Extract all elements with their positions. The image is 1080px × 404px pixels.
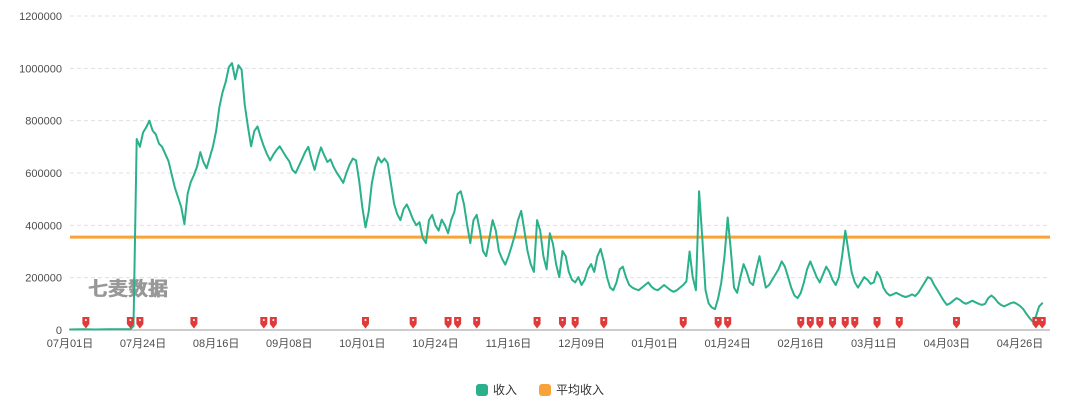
x-tick-label: 10月01日: [339, 338, 385, 350]
version-marker-dot-icon: [809, 319, 812, 321]
version-marker-dot-icon: [717, 319, 720, 321]
y-tick-label: 800000: [25, 116, 62, 128]
legend-swatch-average-income-icon: [539, 383, 551, 396]
x-tick-label: 02月16日: [778, 338, 824, 350]
version-marker-dot-icon: [799, 319, 802, 321]
version-marker-dot-icon: [475, 319, 478, 321]
version-marker-dot-icon: [898, 319, 901, 321]
version-marker-dot-icon: [682, 319, 685, 321]
version-marker-dot-icon: [1034, 319, 1037, 321]
version-marker-dot-icon: [262, 319, 265, 321]
version-marker-icon[interactable]: [269, 317, 277, 329]
income-series-line: [69, 62, 1044, 331]
version-marker-dot-icon: [272, 319, 275, 321]
version-marker-dot-icon: [84, 319, 87, 321]
version-marker-icon[interactable]: [873, 317, 881, 329]
version-marker-dot-icon: [412, 319, 415, 321]
x-tick-label: 12月09日: [558, 338, 604, 350]
version-marker-dot-icon: [192, 319, 195, 321]
version-marker-icon[interactable]: [1032, 317, 1040, 329]
version-marker-dot-icon: [456, 319, 459, 321]
version-marker-dot-icon: [853, 319, 856, 321]
version-marker-icon[interactable]: [533, 317, 541, 329]
x-tick-label: 07月24日: [120, 338, 166, 350]
version-marker-dot-icon: [138, 319, 141, 321]
legend-label-average-income: 平均收入: [556, 383, 605, 397]
version-marker-icon[interactable]: [558, 317, 566, 329]
version-marker-dot-icon: [561, 319, 564, 321]
y-tick-label: 400000: [25, 220, 62, 232]
version-marker-icon[interactable]: [444, 317, 452, 329]
version-marker-icon[interactable]: [851, 317, 859, 329]
y-tick-label: 0: [56, 325, 62, 337]
x-tick-label: 01月24日: [704, 338, 750, 350]
version-marker-icon[interactable]: [361, 317, 369, 329]
version-marker-dot-icon: [955, 319, 958, 321]
version-marker-dot-icon: [831, 319, 834, 321]
version-marker-icon[interactable]: [724, 317, 732, 329]
x-tick-label: 03月11日: [851, 338, 897, 350]
version-marker-dot-icon: [364, 319, 367, 321]
x-tick-label: 11月16日: [486, 338, 532, 350]
version-marker-icon[interactable]: [952, 317, 960, 329]
version-marker-dot-icon: [536, 319, 539, 321]
version-marker-icon[interactable]: [1038, 317, 1046, 329]
version-marker-dot-icon: [129, 319, 132, 321]
version-marker-icon[interactable]: [473, 317, 481, 329]
version-marker-dot-icon: [1041, 319, 1044, 321]
version-marker-icon[interactable]: [260, 317, 268, 329]
version-marker-dot-icon: [818, 319, 821, 321]
legend-swatch-income-icon: [475, 383, 488, 396]
version-marker-dot-icon: [726, 319, 729, 321]
version-marker-dot-icon: [844, 319, 847, 321]
version-marker-dot-icon: [602, 319, 605, 321]
version-marker-icon[interactable]: [816, 317, 824, 329]
legend-label-income: 收入: [492, 383, 517, 397]
version-marker-icon[interactable]: [841, 317, 849, 329]
version-marker-icon[interactable]: [714, 317, 722, 329]
version-marker-icon[interactable]: [82, 317, 90, 329]
x-tick-label: 01月01日: [631, 338, 677, 350]
revenue-line-chart: 0 200000 400000 600000 800000 1000000 1200000 0…: [19, 11, 1050, 350]
version-marker-dot-icon: [876, 319, 879, 321]
version-marker-dot-icon: [574, 319, 577, 321]
version-marker-icon[interactable]: [679, 317, 687, 329]
version-marker-icon[interactable]: [829, 317, 837, 329]
version-marker-icon[interactable]: [600, 317, 608, 329]
version-marker-icon[interactable]: [126, 317, 134, 329]
version-marker-dot-icon: [447, 319, 450, 321]
version-marker-icon[interactable]: [797, 317, 805, 329]
y-tick-label: 600000: [25, 168, 62, 180]
version-marker-icon[interactable]: [571, 317, 579, 329]
x-tick-label: 04月03日: [924, 338, 970, 350]
y-tick-label: 1200000: [19, 11, 62, 23]
x-tick-label: 10月24日: [412, 338, 458, 350]
chart-legend: 收入 平均收入: [0, 381, 1080, 398]
version-marker-icon[interactable]: [806, 317, 814, 329]
legend-item-average-income[interactable]: 平均收入: [539, 381, 604, 398]
legend-item-income[interactable]: 收入: [475, 381, 517, 398]
y-tick-label: 200000: [25, 273, 62, 285]
x-tick-label: 07月01日: [47, 338, 93, 350]
x-tick-label: 08月16日: [193, 338, 239, 350]
x-tick-label: 09月08日: [266, 338, 312, 350]
version-marker-icon[interactable]: [895, 317, 903, 329]
version-marker-icon[interactable]: [190, 317, 198, 329]
version-marker-icon[interactable]: [454, 317, 462, 329]
x-tick-label: 04月26日: [997, 338, 1043, 350]
y-tick-label: 1000000: [19, 63, 62, 75]
version-marker-icon[interactable]: [409, 317, 417, 329]
version-marker-icon[interactable]: [136, 317, 144, 329]
